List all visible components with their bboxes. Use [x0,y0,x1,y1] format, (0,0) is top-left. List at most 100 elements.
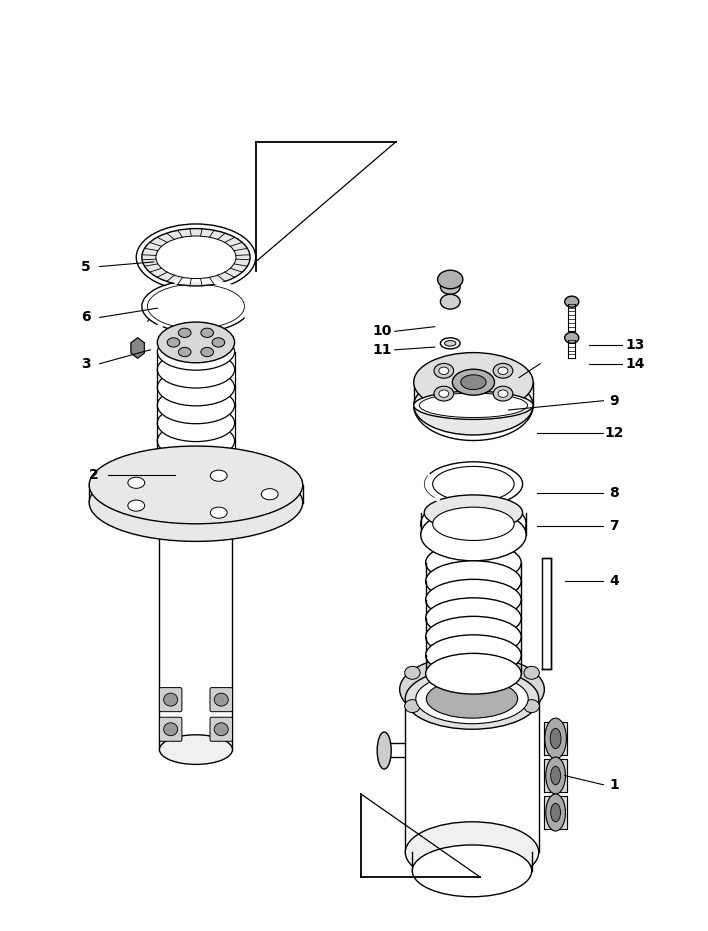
Polygon shape [544,759,567,792]
Ellipse shape [164,694,178,706]
Text: 11: 11 [372,343,392,357]
Polygon shape [542,558,551,669]
Ellipse shape [426,598,521,639]
Ellipse shape [201,347,214,357]
Ellipse shape [157,351,234,388]
Ellipse shape [157,369,234,406]
Ellipse shape [524,667,539,680]
Text: 6: 6 [81,310,91,324]
Polygon shape [157,459,234,477]
Ellipse shape [439,390,449,398]
FancyBboxPatch shape [159,717,182,741]
Ellipse shape [445,341,456,346]
Ellipse shape [461,375,486,389]
Ellipse shape [157,405,234,441]
Ellipse shape [544,718,566,759]
Ellipse shape [426,616,521,657]
Ellipse shape [433,466,514,502]
Ellipse shape [433,507,514,541]
Ellipse shape [426,680,518,718]
Ellipse shape [424,462,523,506]
Ellipse shape [157,423,234,459]
Ellipse shape [426,560,521,601]
Text: 8: 8 [609,486,619,500]
Ellipse shape [142,280,250,332]
Ellipse shape [565,332,578,344]
Ellipse shape [178,328,191,337]
Ellipse shape [426,654,521,695]
Ellipse shape [452,370,494,395]
Polygon shape [157,387,234,405]
Ellipse shape [399,655,544,723]
Ellipse shape [377,732,392,769]
Ellipse shape [159,735,232,764]
Polygon shape [157,423,234,441]
Ellipse shape [546,794,566,831]
Ellipse shape [164,722,178,735]
Ellipse shape [412,845,532,897]
Ellipse shape [212,338,224,347]
Ellipse shape [413,353,533,412]
Ellipse shape [157,458,234,495]
Text: 4: 4 [609,574,619,588]
Polygon shape [157,370,234,387]
Ellipse shape [261,489,278,500]
FancyBboxPatch shape [159,688,182,711]
Ellipse shape [426,543,521,583]
Ellipse shape [142,229,250,286]
Ellipse shape [405,699,420,712]
Ellipse shape [426,635,521,676]
Ellipse shape [89,446,303,524]
Text: 12: 12 [604,426,624,440]
Ellipse shape [413,391,533,419]
Ellipse shape [157,333,234,371]
Ellipse shape [498,367,508,374]
Polygon shape [157,352,234,370]
Ellipse shape [493,386,513,401]
Ellipse shape [178,347,191,357]
Text: 10: 10 [372,324,392,338]
Polygon shape [157,441,234,459]
Ellipse shape [413,376,533,435]
Ellipse shape [157,440,234,478]
Ellipse shape [421,509,526,560]
Ellipse shape [493,363,513,378]
Polygon shape [131,338,144,358]
Ellipse shape [89,464,303,542]
Ellipse shape [440,294,460,309]
Polygon shape [413,405,533,440]
Ellipse shape [546,757,566,794]
Ellipse shape [167,338,180,347]
Text: 2: 2 [89,467,99,481]
Ellipse shape [419,393,527,418]
FancyBboxPatch shape [210,717,232,741]
Text: 14: 14 [625,357,645,371]
Text: 13: 13 [625,338,645,352]
Ellipse shape [550,728,561,749]
Text: 1: 1 [609,777,619,791]
Ellipse shape [147,284,244,329]
Ellipse shape [434,363,454,378]
Ellipse shape [551,766,561,785]
Ellipse shape [440,279,460,294]
Polygon shape [544,796,567,830]
Ellipse shape [498,390,508,398]
Text: 9: 9 [609,394,619,408]
Ellipse shape [405,667,420,680]
Ellipse shape [421,498,526,549]
Ellipse shape [440,338,460,349]
Polygon shape [157,405,234,423]
Ellipse shape [524,699,539,712]
Ellipse shape [157,322,234,363]
Ellipse shape [434,386,454,401]
Ellipse shape [439,367,449,374]
Ellipse shape [210,470,227,481]
Ellipse shape [128,500,144,511]
Polygon shape [544,722,567,755]
Text: 3: 3 [81,357,91,371]
Ellipse shape [128,478,144,489]
FancyBboxPatch shape [210,688,232,711]
Ellipse shape [416,674,528,723]
Ellipse shape [136,224,256,290]
Ellipse shape [424,495,523,531]
